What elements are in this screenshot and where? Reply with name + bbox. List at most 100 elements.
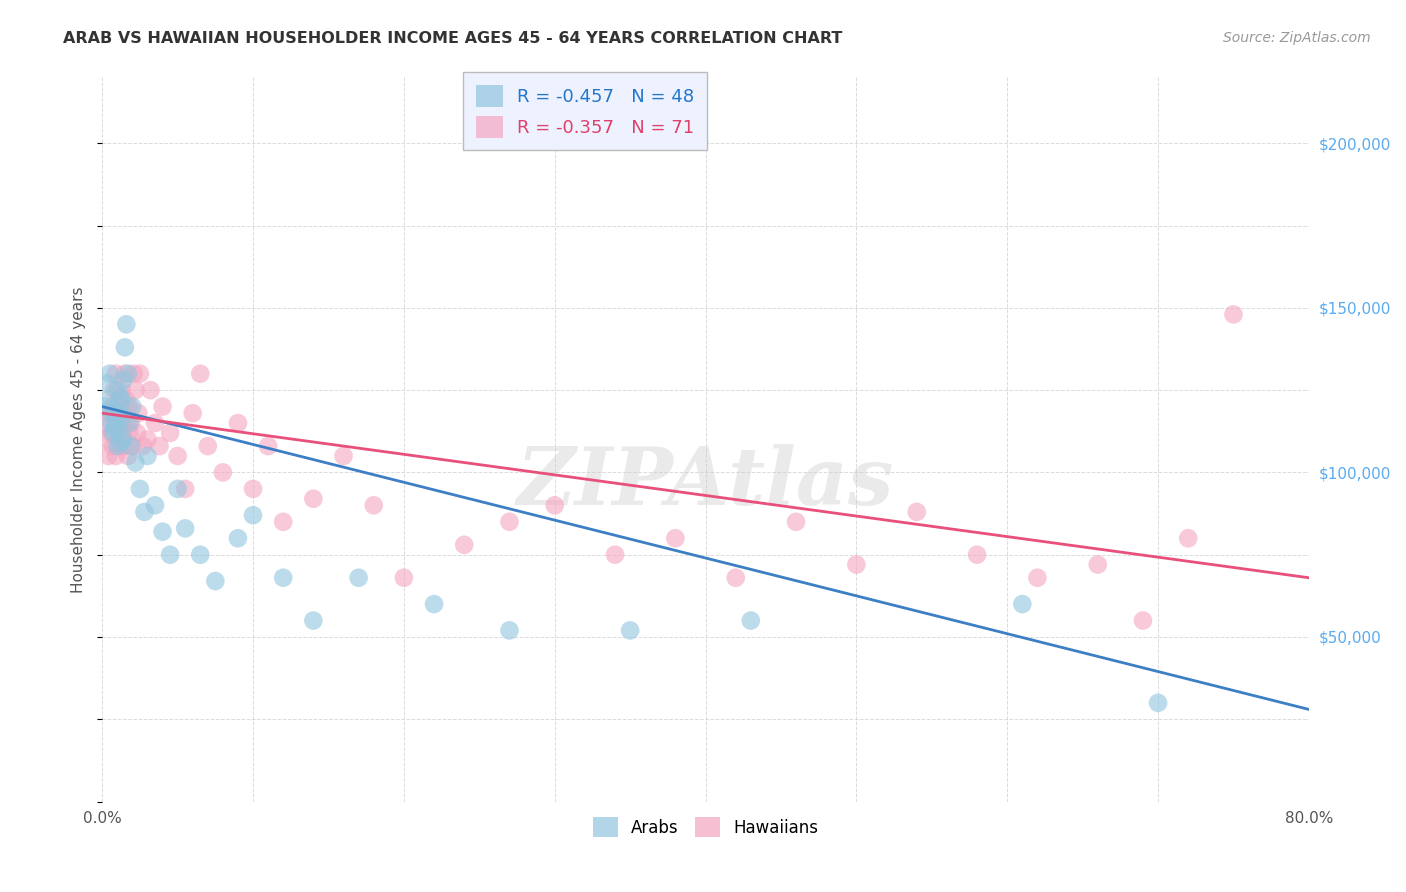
Arabs — [117, 367, 139, 381]
Arabs — [96, 376, 118, 391]
Arabs — [94, 400, 117, 414]
Arabs — [347, 571, 370, 585]
Hawaiians — [111, 383, 134, 397]
Hawaiians — [181, 406, 204, 420]
Hawaiians — [139, 383, 162, 397]
Hawaiians — [845, 558, 868, 572]
Arabs — [1147, 696, 1170, 710]
Hawaiians — [98, 406, 121, 420]
Arabs — [103, 423, 125, 437]
Hawaiians — [148, 439, 170, 453]
Arabs — [166, 482, 188, 496]
Arabs — [136, 449, 159, 463]
Arabs — [619, 624, 641, 638]
Hawaiians — [271, 515, 294, 529]
Hawaiians — [242, 482, 264, 496]
Arabs — [100, 416, 122, 430]
Arabs — [740, 614, 762, 628]
Hawaiians — [966, 548, 988, 562]
Arabs — [124, 456, 146, 470]
Legend: Arabs, Hawaiians: Arabs, Hawaiians — [586, 810, 825, 844]
Hawaiians — [115, 392, 138, 407]
Hawaiians — [122, 367, 145, 381]
Hawaiians — [166, 449, 188, 463]
Hawaiians — [302, 491, 325, 506]
Arabs — [110, 390, 132, 404]
Hawaiians — [1087, 558, 1109, 572]
Hawaiians — [1132, 614, 1154, 628]
Y-axis label: Householder Income Ages 45 - 64 years: Householder Income Ages 45 - 64 years — [72, 286, 86, 593]
Hawaiians — [1026, 571, 1049, 585]
Hawaiians — [97, 449, 120, 463]
Hawaiians — [363, 499, 385, 513]
Hawaiians — [110, 416, 132, 430]
Arabs — [271, 571, 294, 585]
Arabs — [115, 318, 138, 332]
Hawaiians — [101, 439, 124, 453]
Arabs — [188, 548, 211, 562]
Hawaiians — [112, 433, 135, 447]
Arabs — [129, 482, 152, 496]
Hawaiians — [498, 515, 520, 529]
Arabs — [111, 409, 134, 424]
Hawaiians — [132, 439, 155, 453]
Arabs — [104, 413, 127, 427]
Hawaiians — [111, 425, 134, 440]
Hawaiians — [124, 383, 146, 397]
Hawaiians — [115, 416, 138, 430]
Hawaiians — [136, 433, 159, 447]
Hawaiians — [117, 449, 139, 463]
Arabs — [98, 367, 121, 381]
Hawaiians — [114, 439, 136, 453]
Hawaiians — [107, 392, 129, 407]
Hawaiians — [603, 548, 626, 562]
Arabs — [101, 425, 124, 440]
Arabs — [152, 524, 174, 539]
Hawaiians — [392, 571, 415, 585]
Hawaiians — [104, 449, 127, 463]
Arabs — [204, 574, 226, 588]
Arabs — [118, 416, 141, 430]
Arabs — [114, 340, 136, 354]
Hawaiians — [107, 439, 129, 453]
Hawaiians — [105, 433, 128, 447]
Hawaiians — [197, 439, 219, 453]
Arabs — [134, 505, 156, 519]
Text: ZIPAtlas: ZIPAtlas — [517, 444, 894, 522]
Arabs — [226, 531, 249, 545]
Hawaiians — [1222, 307, 1244, 321]
Hawaiians — [127, 406, 149, 420]
Hawaiians — [332, 449, 354, 463]
Arabs — [159, 548, 181, 562]
Arabs — [111, 392, 134, 407]
Arabs — [112, 373, 135, 387]
Arabs — [1011, 597, 1033, 611]
Arabs — [174, 521, 197, 535]
Hawaiians — [120, 416, 142, 430]
Hawaiians — [544, 499, 567, 513]
Hawaiians — [1177, 531, 1199, 545]
Hawaiians — [118, 400, 141, 414]
Hawaiians — [905, 505, 928, 519]
Hawaiians — [104, 367, 127, 381]
Hawaiians — [101, 400, 124, 414]
Hawaiians — [226, 416, 249, 430]
Arabs — [498, 624, 520, 638]
Arabs — [110, 435, 132, 450]
Hawaiians — [724, 571, 747, 585]
Hawaiians — [110, 400, 132, 414]
Hawaiians — [112, 406, 135, 420]
Arabs — [242, 508, 264, 523]
Arabs — [97, 392, 120, 407]
Arabs — [121, 400, 143, 414]
Arabs — [103, 403, 125, 417]
Hawaiians — [143, 416, 166, 430]
Arabs — [112, 433, 135, 447]
Hawaiians — [785, 515, 807, 529]
Arabs — [423, 597, 446, 611]
Hawaiians — [174, 482, 197, 496]
Hawaiians — [114, 367, 136, 381]
Hawaiians — [257, 439, 280, 453]
Text: Source: ZipAtlas.com: Source: ZipAtlas.com — [1223, 31, 1371, 45]
Arabs — [107, 423, 129, 437]
